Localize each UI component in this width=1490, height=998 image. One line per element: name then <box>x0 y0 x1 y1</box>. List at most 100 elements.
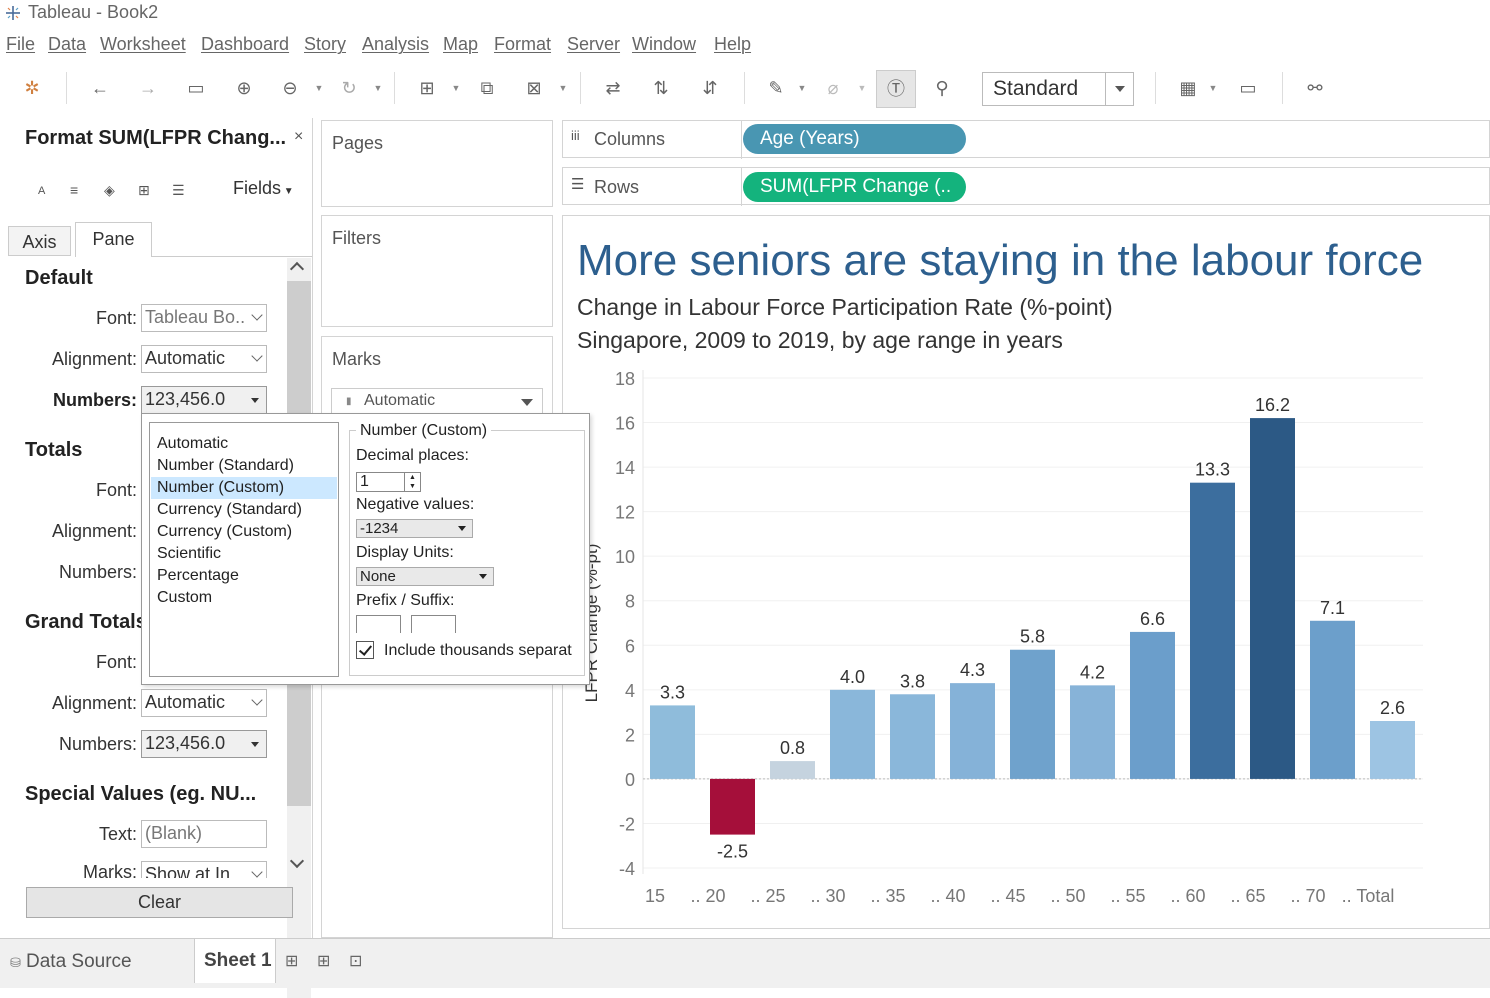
data-label: 0.8 <box>780 738 805 758</box>
rows-pill-lfpr[interactable]: SUM(LFPR Change (.. <box>743 172 966 202</box>
default-font-select[interactable]: Tableau Bo.. <box>141 304 267 332</box>
tab-data-source[interactable]: ⛁ Data Source <box>0 939 193 985</box>
save-icon[interactable]: ▭ <box>187 78 205 98</box>
menu-map[interactable]: Map <box>443 34 479 54</box>
number-format-option[interactable]: Currency (Standard) <box>157 501 302 518</box>
number-format-list[interactable]: Automatic Number (Standard) Number (Cust… <box>149 422 339 677</box>
format-lines-icon[interactable]: ☰ <box>172 182 185 198</box>
clear-button[interactable]: Clear <box>26 887 293 918</box>
new-worksheet-caret-icon[interactable]: ▼ <box>451 83 461 93</box>
tab-sheet-1[interactable]: Sheet 1 <box>194 939 276 983</box>
toolbar-separator <box>66 72 67 104</box>
decimal-places-value: 1 <box>360 473 369 490</box>
fix-axes-icon[interactable]: ⚲ <box>935 78 949 98</box>
default-alignment-value: Automatic <box>145 348 226 368</box>
mark-type-select[interactable]: ▮ Automatic <box>331 388 543 414</box>
fields-dropdown[interactable]: Fields ▼ <box>233 178 294 199</box>
menu-data[interactable]: Data <box>48 34 87 54</box>
format-borders-icon[interactable]: ⊞ <box>138 182 150 198</box>
stepper-arrows-icon[interactable]: ▲ ▼ <box>404 473 420 491</box>
special-text-input[interactable]: (Blank) <box>141 820 267 848</box>
menu-server[interactable]: Server <box>567 34 621 54</box>
tab-pane[interactable]: Pane <box>75 222 152 257</box>
new-data-source-icon[interactable]: ⊕ <box>236 78 252 98</box>
duplicate-sheet-icon[interactable]: ⧉ <box>480 78 494 98</box>
number-format-option[interactable]: Percentage <box>157 567 239 584</box>
format-shading-icon[interactable]: ◈ <box>104 182 115 198</box>
grand-totals-heading: Grand Totals <box>25 611 147 633</box>
number-format-option[interactable]: Custom <box>157 589 213 606</box>
new-worksheet-icon[interactable]: ⊞ <box>285 953 299 970</box>
data-label: 3.3 <box>660 682 685 702</box>
fit-select-value: Standard <box>993 77 1079 100</box>
filters-card[interactable]: Filters <box>321 215 553 327</box>
highlight-caret-icon[interactable]: ▼ <box>797 83 807 93</box>
undo-icon[interactable]: ← <box>91 78 109 98</box>
x-tick-label: .. 20 <box>690 886 725 906</box>
close-icon[interactable]: × <box>294 128 304 145</box>
x-tick-label: .. 50 <box>1050 886 1085 906</box>
toolbar-separator <box>744 72 745 104</box>
show-cards-caret-icon[interactable]: ▼ <box>1208 83 1218 93</box>
menu-file[interactable]: File <box>6 34 36 54</box>
menu-story[interactable]: Story <box>304 34 347 54</box>
grand-totals-numbers-select[interactable]: 123,456.0 <box>141 730 267 758</box>
pages-card[interactable]: Pages <box>321 120 553 207</box>
number-format-option-selected[interactable]: Number (Custom) <box>151 477 337 499</box>
chart-view: More seniors are staying in the labour f… <box>562 215 1490 929</box>
prefix-input[interactable] <box>356 615 401 633</box>
new-worksheet-icon[interactable]: ⊞ <box>419 78 435 98</box>
columns-pill-age[interactable]: Age (Years) <box>743 124 966 154</box>
share-icon[interactable]: ⚯ <box>1307 78 1323 98</box>
toolbar-separator <box>580 72 581 104</box>
chevron-down-icon[interactable] <box>1105 73 1133 105</box>
menu-help[interactable]: Help <box>714 34 752 54</box>
number-format-option[interactable]: Number (Standard) <box>157 457 294 474</box>
number-format-option[interactable]: Scientific <box>157 545 222 562</box>
special-marks-select[interactable]: Show at In... <box>141 861 267 878</box>
display-units-select[interactable]: None <box>356 567 494 586</box>
clear-sheet-caret-icon[interactable]: ▼ <box>558 83 568 93</box>
redo-icon[interactable]: → <box>139 78 157 98</box>
format-alignment-icon[interactable]: ≡ <box>70 182 79 198</box>
data-label: 16.2 <box>1255 395 1290 415</box>
tab-axis[interactable]: Axis <box>8 226 71 256</box>
format-font-icon[interactable]: A <box>38 185 46 197</box>
clear-sheet-icon[interactable]: ⊠ <box>526 78 542 98</box>
number-format-option[interactable]: Currency (Custom) <box>157 523 293 540</box>
menu-dashboard[interactable]: Dashboard <box>201 34 290 54</box>
menu-format[interactable]: Format <box>494 34 552 54</box>
refresh-caret-icon[interactable]: ▼ <box>373 83 383 93</box>
number-format-option[interactable]: Automatic <box>157 435 229 452</box>
default-numbers-value: 123,456.0 <box>145 389 226 409</box>
tableau-home-icon[interactable]: ✲ <box>24 78 40 98</box>
suffix-input[interactable] <box>411 615 456 633</box>
grand-totals-alignment-select[interactable]: Automatic <box>141 689 267 717</box>
group-members-icon[interactable]: ⌀ <box>827 78 839 98</box>
default-numbers-select[interactable]: 123,456.0 <box>141 386 267 414</box>
rows-shelf[interactable]: ☰ Rows <box>562 167 1490 206</box>
highlight-icon[interactable]: ✎ <box>768 78 784 98</box>
new-dashboard-icon[interactable]: ⊞ <box>317 953 331 970</box>
show-mark-labels-icon[interactable]: Ⓣ <box>876 70 916 108</box>
swap-rows-columns-icon[interactable]: ⇄ <box>605 78 621 98</box>
thousands-separator-checkbox[interactable] <box>356 641 374 659</box>
menu-analysis[interactable]: Analysis <box>362 34 430 54</box>
columns-shelf[interactable]: iii Columns <box>562 120 1490 159</box>
negative-values-select[interactable]: -1234 <box>356 519 473 538</box>
tab-divider <box>152 256 312 257</box>
new-story-icon[interactable]: ⊡ <box>349 953 363 970</box>
presentation-mode-icon[interactable]: ▭ <box>1239 78 1257 98</box>
menu-worksheet[interactable]: Worksheet <box>100 34 186 54</box>
pause-updates-caret-icon[interactable]: ▼ <box>314 83 324 93</box>
menu-window[interactable]: Window <box>632 34 697 54</box>
sort-descending-icon[interactable]: ⇵ <box>702 78 718 98</box>
refresh-icon[interactable]: ↻ <box>341 78 357 98</box>
show-cards-icon[interactable]: ▦ <box>1179 78 1197 98</box>
default-alignment-select[interactable]: Automatic <box>141 345 267 373</box>
fit-select[interactable]: Standard <box>982 72 1134 106</box>
sort-ascending-icon[interactable]: ⇅ <box>653 78 669 98</box>
group-members-caret-icon[interactable]: ▼ <box>857 83 867 93</box>
decimal-places-stepper[interactable]: 1 ▲ ▼ <box>356 472 421 492</box>
pause-updates-icon[interactable]: ⊖ <box>282 78 298 98</box>
